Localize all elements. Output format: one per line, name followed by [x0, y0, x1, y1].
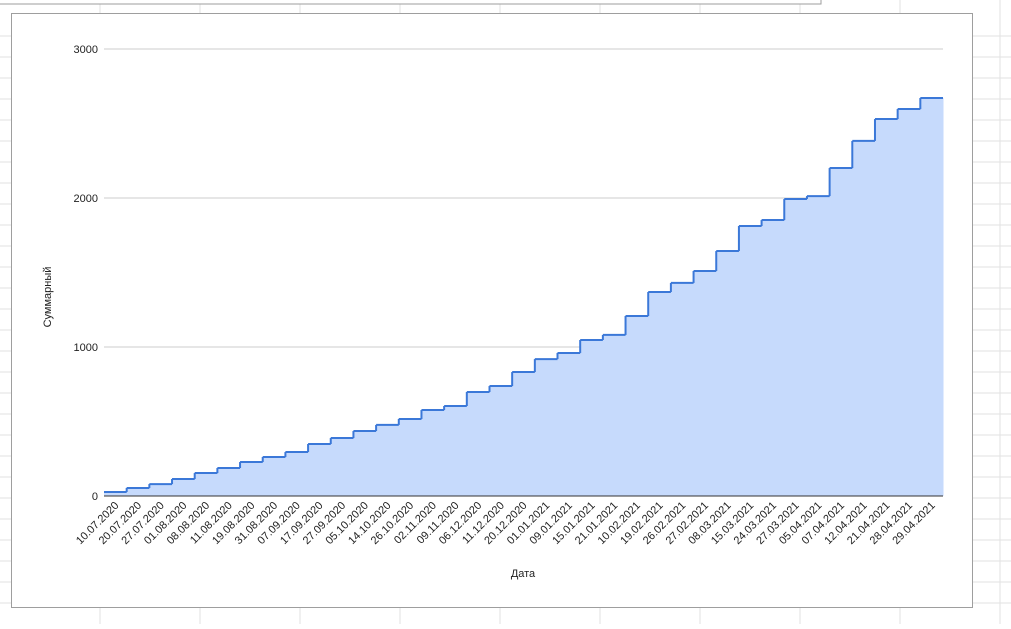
area-step — [126, 487, 150, 496]
area-step — [194, 473, 218, 496]
area-step — [444, 406, 468, 496]
area-step — [217, 467, 241, 496]
area-step — [602, 334, 627, 496]
area-step — [784, 199, 808, 496]
y-tick-label: 3000 — [74, 44, 98, 56]
area-step — [580, 339, 604, 496]
area-step — [693, 271, 717, 496]
plot: 010002000300010.07.202020.07.202027.07.2… — [74, 44, 944, 547]
area-step — [308, 443, 332, 496]
area-step — [670, 282, 695, 496]
area-step — [557, 352, 581, 496]
area-step — [874, 119, 899, 496]
area-step — [761, 220, 785, 496]
area-step — [466, 391, 490, 496]
area-step — [852, 140, 876, 497]
area-step — [285, 452, 309, 496]
area-step — [716, 251, 740, 496]
area-step — [262, 456, 286, 496]
area-step — [738, 226, 763, 496]
area-step — [104, 491, 128, 496]
y-axis-label: Суммарный — [42, 267, 54, 328]
area-step — [240, 462, 264, 496]
area-step — [829, 168, 853, 496]
area-step — [534, 359, 559, 496]
y-tick-label: 2000 — [74, 193, 98, 205]
area-step — [897, 109, 921, 496]
area-step — [376, 424, 400, 496]
area-step — [398, 418, 422, 496]
x-axis-label: Дата — [511, 568, 536, 580]
area-step — [806, 196, 831, 497]
other-chart-edge — [0, 0, 822, 5]
area-step — [920, 98, 944, 497]
area-step — [421, 410, 445, 496]
area-step — [172, 479, 196, 496]
area-step — [625, 316, 649, 496]
area-step — [648, 292, 672, 496]
area-step — [353, 431, 377, 496]
area-step — [489, 386, 513, 496]
area-step — [149, 484, 173, 496]
area-step — [512, 372, 536, 496]
y-tick-label: 1000 — [74, 342, 98, 354]
area-step — [330, 438, 354, 496]
y-tick-label: 0 — [92, 491, 98, 503]
